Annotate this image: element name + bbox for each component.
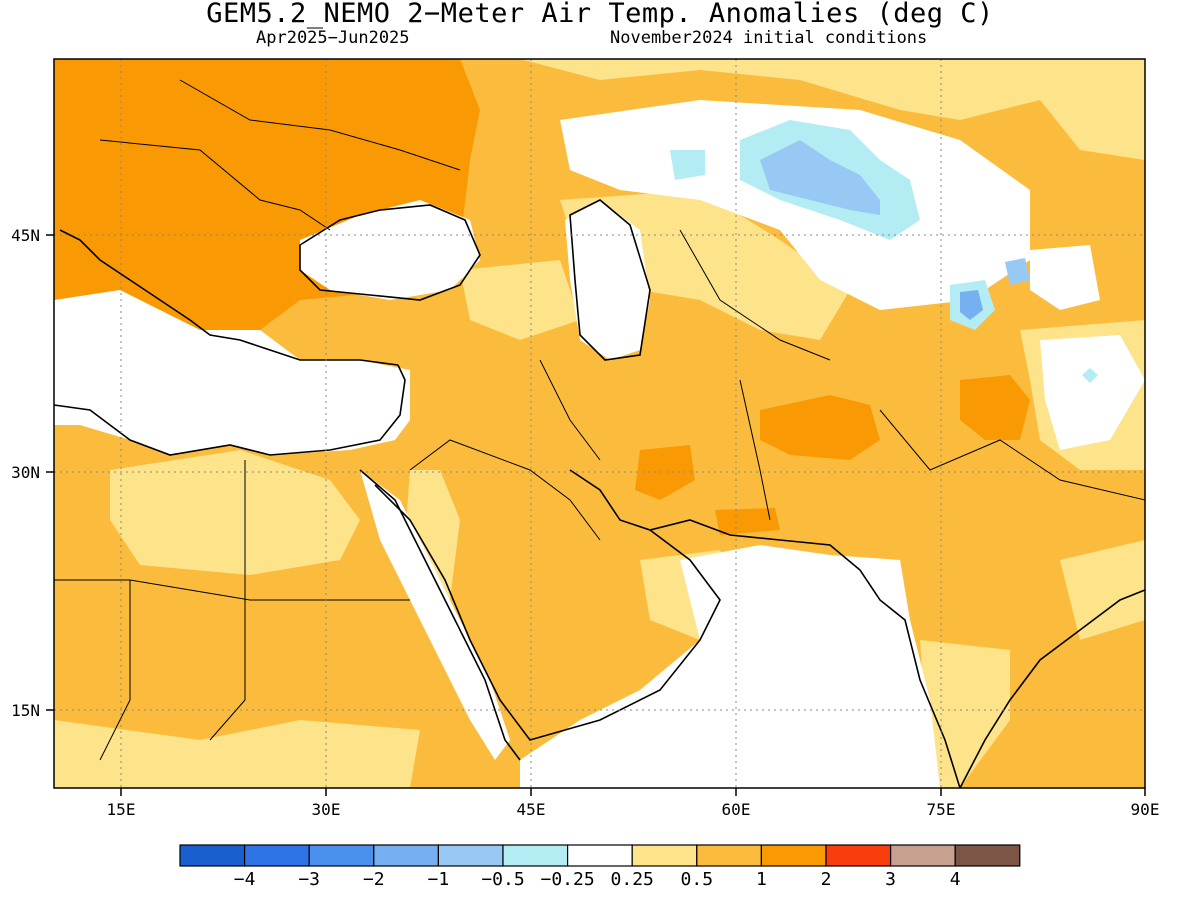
colorbar-label: −0.5: [481, 869, 524, 890]
colorbar-label: 3: [885, 869, 896, 890]
colorbar-label: 1: [756, 869, 767, 890]
y-tick-30n: 30N: [11, 463, 40, 482]
colorbar-swatch: [696, 844, 762, 867]
iran-warm-anomaly: [635, 445, 695, 500]
y-axis-labels: 45N 30N 15N: [11, 226, 40, 720]
black-sea-neutral: [300, 200, 480, 300]
colorbar-swatch: [954, 844, 1021, 867]
colorbar: [179, 844, 1021, 867]
colorbar-label: 0.25: [611, 869, 654, 890]
colorbar-swatch: [502, 844, 569, 867]
north-africa-weak-anomaly: [110, 450, 360, 575]
kazakhstan-cold-core: [760, 140, 880, 215]
colorbar-label: 4: [950, 869, 961, 890]
colorbar-swatch: [179, 844, 246, 867]
colorbar-label: −3: [298, 869, 320, 890]
afghanistan-warm-anomaly: [760, 395, 880, 460]
mediterranean-neutral: [54, 290, 410, 455]
colorbar-labels: −4 −3 −2 −1 −0.5 −0.25 0.25 0.5 1 2 3 4: [234, 869, 961, 890]
y-tick-marks: [46, 234, 54, 711]
west-kazakh-cold-anomaly: [670, 150, 705, 180]
tianshan-east-cold-anomaly: [1005, 258, 1030, 285]
colorbar-swatch: [308, 844, 375, 867]
gulf-warm-anomaly: [715, 508, 780, 535]
colorbar-label: −4: [234, 869, 256, 890]
x-tick-15e: 15E: [107, 800, 136, 819]
red-sea-neutral: [360, 470, 510, 760]
colorbar-label: −1: [428, 869, 450, 890]
colorbar-swatch: [373, 844, 439, 867]
y-tick-45n: 45N: [11, 226, 40, 245]
coastlines: [54, 199, 1145, 788]
y-tick-15n: 15N: [11, 701, 40, 720]
arabian-sea-neutral: [520, 545, 940, 788]
x-tick-60e: 60E: [722, 800, 751, 819]
caspian-neutral: [565, 200, 650, 360]
graticule: [54, 59, 1145, 788]
colorbar-label: 2: [821, 869, 832, 890]
colorbar-swatch: [825, 844, 892, 867]
tibet-neutral: [1040, 335, 1145, 450]
x-tick-45e: 45E: [517, 800, 546, 819]
country-borders: [54, 79, 1145, 761]
sahel-weak-anomaly: [54, 720, 420, 788]
tianshan-cold-core: [960, 290, 983, 320]
india-south-weak-anomaly: [920, 640, 1010, 788]
forecast-period: Apr2025−Jun2025: [256, 28, 410, 48]
colorbar-swatch: [437, 844, 504, 867]
colorbar-swatch: [760, 844, 827, 867]
map-plot-area: [54, 59, 1145, 788]
bay-of-bengal-weak-anomaly: [1060, 540, 1145, 640]
xinjiang-neutral: [1030, 245, 1100, 310]
colorbar-label: −0.25: [541, 869, 595, 890]
map-frame: [53, 58, 1146, 789]
himalaya-warm-anomaly: [960, 375, 1030, 440]
tibet-cold-spot: [1082, 368, 1098, 383]
caucasus-weak-anomaly: [460, 260, 580, 340]
colorbar-swatch: [631, 844, 698, 867]
x-axis-labels: 15E 30E 45E 60E 75E 90E: [107, 800, 1160, 819]
x-tick-30e: 30E: [312, 800, 341, 819]
x-tick-75e: 75E: [927, 800, 956, 819]
map-title: GEM5.2_NEMO 2−Meter Air Temp. Anomalies …: [206, 0, 994, 29]
central-asia-weak-anomaly: [520, 59, 1145, 160]
x-tick-marks: [120, 788, 1146, 796]
colorbar-swatch: [244, 844, 310, 867]
colorbar-label: −2: [363, 869, 385, 890]
initial-conditions: November2024 initial conditions: [610, 28, 928, 48]
x-tick-90e: 90E: [1131, 800, 1160, 819]
colorbar-label: 0.5: [681, 869, 714, 890]
colorbar-swatch: [889, 844, 956, 867]
colorbar-swatch: [566, 844, 633, 867]
